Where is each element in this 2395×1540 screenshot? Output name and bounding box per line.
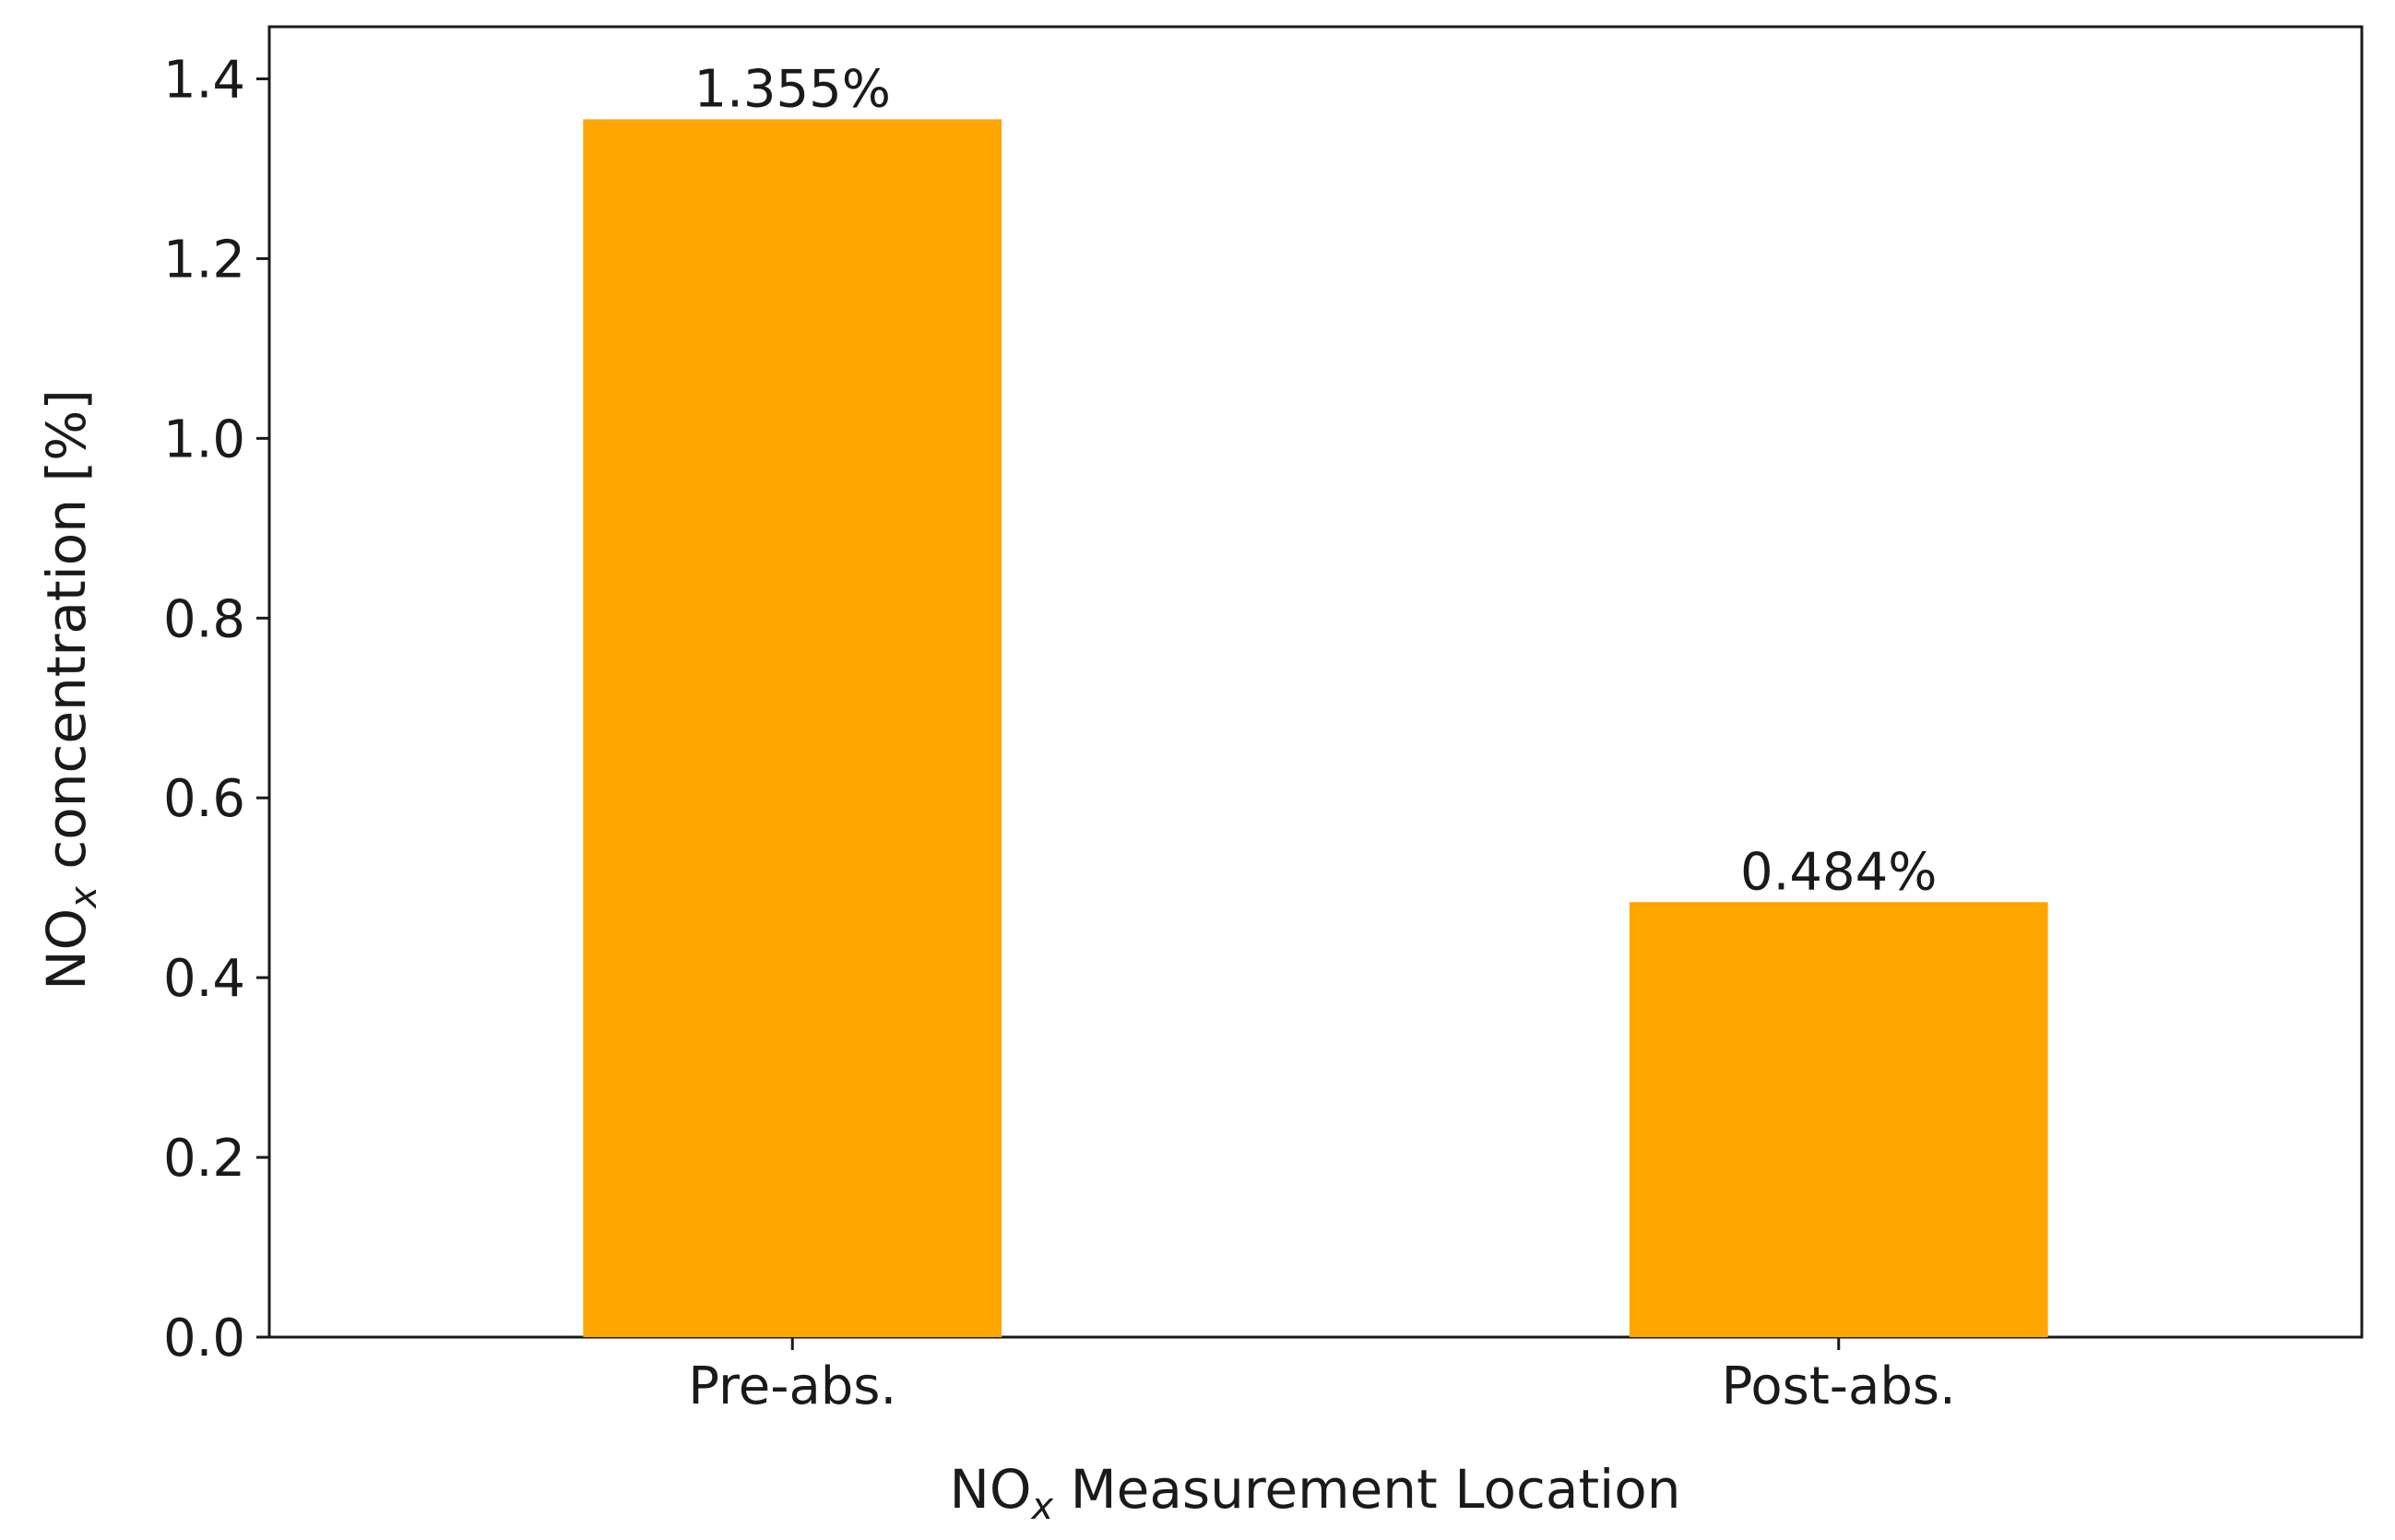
y-tick-label-3: 0.6 <box>163 769 245 829</box>
y-tick-label-7: 1.4 <box>163 51 245 111</box>
plot-frame <box>267 25 2364 1339</box>
y-tick-label-6: 1.2 <box>163 230 245 290</box>
x-axis-title-base: NO <box>949 1458 1031 1521</box>
y-tick-label-5: 1.0 <box>163 409 245 469</box>
bar-value-label-1: 0.484% <box>1740 842 1938 902</box>
y-tick-label-0: 0.0 <box>163 1309 245 1368</box>
bars-group <box>583 119 2048 1338</box>
y-axis-title-subscript: x <box>63 886 105 910</box>
bar-0 <box>583 119 1002 1338</box>
bar-labels-group: 1.355% 0.484% <box>694 59 1937 902</box>
x-axis-title-rest: Measurement Location <box>1053 1458 1680 1521</box>
x-axis-title-subscript: x <box>1030 1486 1054 1528</box>
x-axis: Pre-abs. Post-abs. <box>688 1337 1956 1416</box>
y-axis: 0.0 0.2 0.4 0.6 0.8 1.0 1.2 1.4 <box>163 51 269 1368</box>
x-tick-label-0: Pre-abs. <box>688 1356 896 1416</box>
y-axis-title-base: NO <box>35 908 98 990</box>
x-tick-label-1: Post-abs. <box>1722 1356 1956 1416</box>
bar-value-label-0: 1.355% <box>694 59 891 119</box>
y-tick-label-2: 0.4 <box>163 949 245 1009</box>
y-axis-title: NOx concentration [%] <box>35 389 105 990</box>
y-tick-label-4: 0.8 <box>163 589 245 649</box>
y-axis-title-rest: concentration [%] <box>35 389 98 886</box>
bar-1 <box>1629 902 2048 1337</box>
y-tick-label-1: 0.2 <box>163 1129 245 1189</box>
x-axis-title: NOx Measurement Location <box>949 1458 1680 1528</box>
